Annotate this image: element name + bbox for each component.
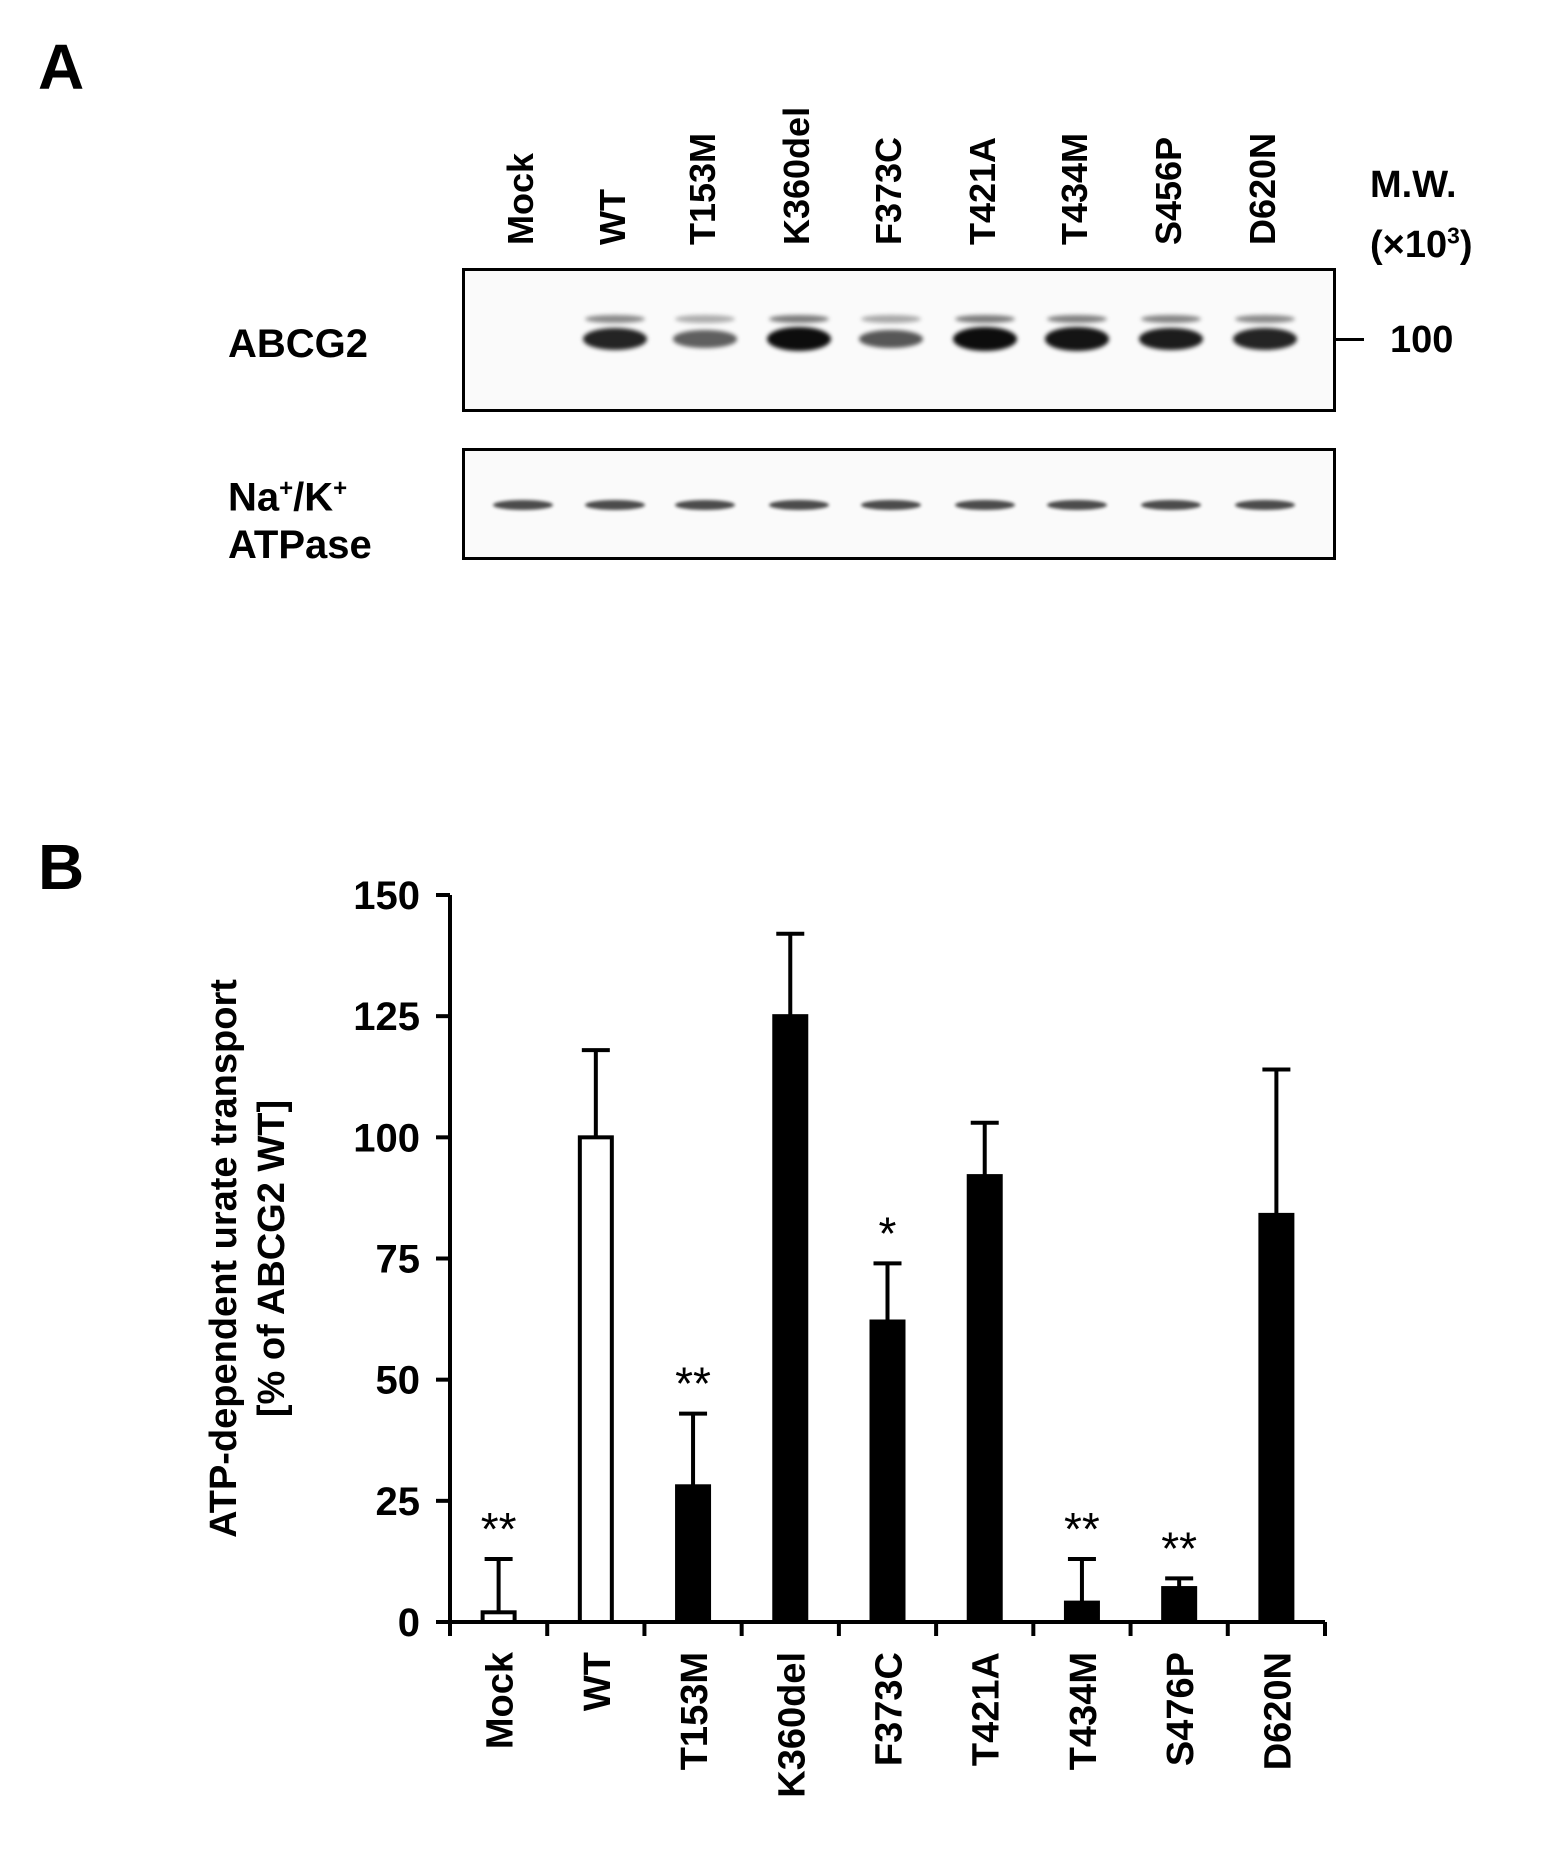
abcg2-band [673, 330, 737, 348]
bar-t153m [675, 1484, 712, 1624]
atpase-band [955, 500, 1015, 510]
atpase-band [769, 500, 829, 510]
y-tick-label: 75 [376, 1238, 421, 1282]
bar-mock [480, 1610, 517, 1624]
panel-a-letter: A [38, 31, 85, 103]
atpase-band [585, 500, 645, 510]
bar-s476p [1161, 1586, 1198, 1625]
bar-d620n [1258, 1212, 1295, 1624]
abcg2-upper-band [675, 315, 735, 323]
abcg2-upper-band [1047, 315, 1107, 323]
x-label-t421a: T421A [966, 1652, 1008, 1766]
y-tick-label: 100 [353, 1116, 420, 1160]
y-tick-label: 0 [398, 1601, 420, 1645]
abcg2-upper-band [769, 315, 829, 323]
significance-mock: ** [481, 1503, 517, 1555]
y-tick-label: 25 [376, 1480, 421, 1524]
bar-t434m [1063, 1600, 1100, 1624]
mw-label: M.W. (×103) [1370, 160, 1472, 270]
atpase-band [1047, 500, 1107, 510]
atpase-band [861, 500, 921, 510]
mw-marker-100: 100 [1390, 319, 1454, 361]
atpase-band [1235, 500, 1295, 510]
abcg2-band [1233, 327, 1297, 351]
abcg2-upper-band [585, 315, 645, 323]
y-axis-label-line2: [% of ABCG2 WT] [251, 1100, 293, 1417]
abcg2-band [583, 327, 647, 351]
abcg2-band [1045, 327, 1109, 351]
atpase-band [675, 500, 735, 510]
atpase-band [1141, 500, 1201, 510]
x-label-t434m: T434M [1063, 1652, 1105, 1770]
abcg2-upper-band [955, 315, 1015, 323]
y-tick-label: 50 [376, 1359, 421, 1403]
y-axis-label-line1: ATP-dependent urate transport [203, 979, 245, 1538]
mw-title: M.W. [1370, 164, 1457, 206]
significance-f373c: * [879, 1207, 897, 1259]
abcg2-band [767, 327, 831, 351]
abcg2-band [859, 330, 923, 348]
x-label-wt: WT [577, 1652, 619, 1711]
bar-k360del [772, 1014, 809, 1624]
x-label-t153m: T153M [674, 1652, 716, 1770]
mw-unit: (×103) [1370, 222, 1473, 266]
x-label-f373c: F373C [869, 1652, 911, 1766]
significance-t434m: ** [1064, 1503, 1100, 1555]
abcg2-upper-band [861, 315, 921, 323]
bar-f373c [869, 1319, 906, 1625]
bar-wt [577, 1135, 614, 1625]
abcg2-upper-band [1141, 315, 1201, 323]
abcg2-band [953, 327, 1017, 351]
y-tick-label: 125 [353, 995, 420, 1039]
x-label-k360del: K360del [771, 1652, 813, 1798]
panel-b-letter: B [38, 831, 85, 903]
bar-t421a [966, 1174, 1003, 1625]
x-label-mock: Mock [480, 1651, 522, 1749]
abcg2-row-label: ABCG2 [228, 322, 369, 366]
significance-t153m: ** [675, 1358, 711, 1410]
significance-s476p: ** [1161, 1522, 1197, 1574]
abcg2-band [1139, 327, 1203, 351]
abcg2-blot [462, 268, 1336, 412]
atpase-blot [462, 448, 1336, 560]
abcg2-upper-band [1235, 315, 1295, 323]
x-label-d620n: D620N [1257, 1652, 1299, 1770]
atpase-band [493, 500, 553, 510]
atpase-row-label: Na+/K+ ATPase [228, 475, 372, 568]
y-tick-label: 150 [353, 874, 420, 918]
mw-marker-line [1336, 338, 1364, 341]
x-label-s476p: S476P [1160, 1652, 1202, 1766]
